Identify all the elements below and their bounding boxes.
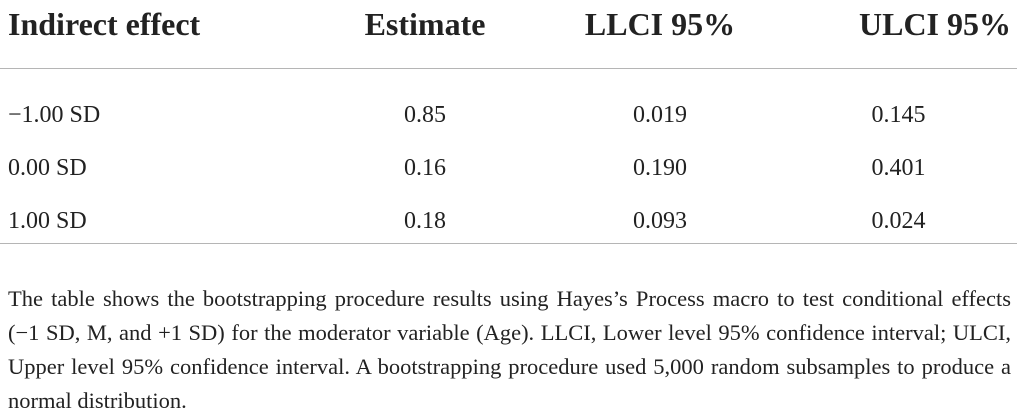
ulci-cell: 0.024 xyxy=(871,208,926,234)
llci-cell: 0.093 xyxy=(633,208,687,234)
footnote-divider xyxy=(0,243,1017,244)
llci-cell: 0.190 xyxy=(633,155,687,181)
ulci-cell: 0.401 xyxy=(871,155,926,181)
table-footnote: The table shows the bootstrapping proced… xyxy=(8,285,1011,413)
header-ulci: ULCI 95% xyxy=(858,5,1011,42)
header-divider xyxy=(0,68,1017,69)
table-row: 1.00 SD 0.18 0.093 0.024 xyxy=(0,195,1017,248)
results-table-container: Indirect effect Estimate LLCI 95% ULCI 9… xyxy=(0,0,1017,248)
row-label: 1.00 SD xyxy=(8,208,87,234)
body-spacer xyxy=(0,69,1017,89)
header-indirect-effect: Indirect effect xyxy=(8,5,201,42)
row-label: 0.00 SD xyxy=(8,155,87,181)
header-estimate: Estimate xyxy=(364,5,486,42)
table-row: 0.00 SD 0.16 0.190 0.401 xyxy=(0,142,1017,195)
ulci-cell: 0.145 xyxy=(871,102,926,128)
header-llci: LLCI 95% xyxy=(584,5,736,42)
llci-cell: 0.019 xyxy=(633,102,687,128)
table-header-row: Indirect effect Estimate LLCI 95% ULCI 9… xyxy=(0,0,1017,48)
indirect-effects-table: Indirect effect Estimate LLCI 95% ULCI 9… xyxy=(0,0,1017,248)
estimate-cell: 0.18 xyxy=(404,208,446,234)
estimate-cell: 0.85 xyxy=(404,102,446,128)
table-row: −1.00 SD 0.85 0.019 0.145 xyxy=(0,89,1017,142)
estimate-cell: 0.16 xyxy=(404,155,446,181)
header-spacer xyxy=(0,48,1017,69)
row-label: −1.00 SD xyxy=(8,102,101,128)
